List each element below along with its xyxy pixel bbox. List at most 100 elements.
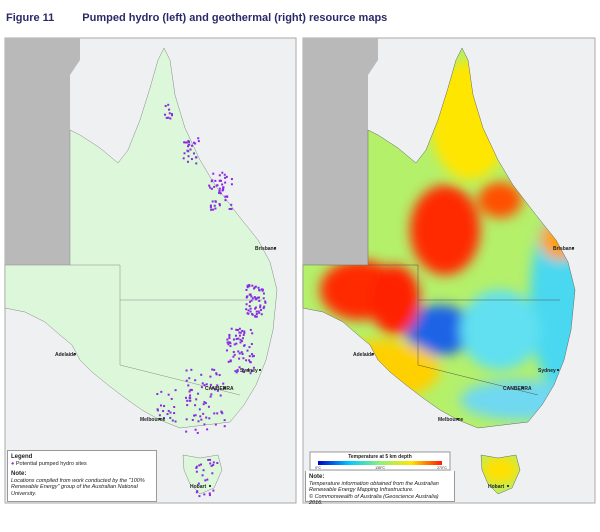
hydro-site [195,466,198,469]
note-line: Temperature information obtained from th… [309,480,439,494]
city-label: Melbourne [140,417,165,423]
city-label: Hobart [190,484,206,490]
hydro-site [187,150,190,153]
hydro-site [197,482,200,485]
hydro-site [195,491,198,494]
note-text: Locations compiled from work conducted b… [11,477,145,497]
hydro-site [221,412,224,415]
hydro-site [194,414,197,417]
hydro-site [222,382,225,385]
city-dot [572,247,574,249]
hydro-site [264,301,267,304]
hydro-site [184,141,187,144]
hydro-site [251,313,254,316]
city-label: Sydney [240,368,258,374]
city-dot [274,247,276,249]
city-label: Sydney [538,368,556,374]
hydro-site [207,458,210,461]
hydro-site [186,404,189,407]
hydro-site [197,137,200,140]
hydro-site [158,414,161,417]
hydro-site [222,387,225,390]
hydro-site [261,289,264,292]
hydro-site [248,359,251,362]
hydro-site [251,353,254,356]
hydro-site [235,371,238,374]
hydro-site [226,341,229,344]
hydro-site [228,333,231,336]
hydro-site [212,172,215,175]
hydro-site [190,388,193,391]
hydro-site [256,296,259,299]
hydro-site [263,305,266,308]
hydro-site [174,389,177,392]
nt-land [303,38,378,265]
hydro-site [251,332,254,335]
hydro-site [211,472,214,475]
hydro-site [241,329,244,332]
hydro-site [235,342,238,345]
hydro-site [249,361,252,364]
hydro-site [203,423,206,426]
hydro-site [255,312,258,315]
hydro-site [211,368,214,371]
hydro-site [238,327,241,330]
hydro-site [243,330,246,333]
hydro-site [227,360,230,363]
hydro-site [227,343,230,346]
hydro-site [245,296,248,299]
hydro-site [212,463,215,466]
hydro-site [260,313,263,316]
hydro-site [185,396,188,399]
hydro-site [170,113,173,116]
hydro-site [253,287,256,290]
city-label: Melbourne [438,417,463,423]
hydro-site [198,408,201,411]
hydro-site [253,296,256,299]
hydro-site [220,410,223,413]
hydro-site [202,412,205,415]
hydro-site [230,178,233,181]
header: Figure 11 Pumped hydro (left) and geother… [6,12,415,24]
hydro-site [261,288,264,291]
hydro-site [194,379,197,382]
colorbar-label: 0°C [315,466,321,470]
hydro-site [200,418,203,421]
hydro-site [230,203,233,206]
figure-number: Figure 11 [6,12,55,24]
hydro-site [249,310,252,313]
hydro-site [238,357,241,360]
hydro-site [215,373,218,376]
hydro-site [233,353,236,356]
hydro-site [185,141,188,144]
hydro-site [168,108,171,111]
hydro-site [226,349,229,352]
colorbar-label: 135°C [375,466,385,470]
hydro-site [211,179,214,182]
hydro-site [225,195,228,198]
hydro-site [240,351,243,354]
hydro-site [193,414,196,417]
hydro-site [246,284,249,287]
hydro-site [249,300,252,303]
hydro-site [156,392,159,395]
city-label: CANBERRA [503,386,532,392]
hydro-site [213,204,216,207]
hydro-site [174,420,177,423]
hydro-site [204,402,207,405]
hydro-site [262,292,265,295]
hydro-site [255,315,258,318]
hydro-site [250,299,253,302]
hydro-site [229,342,232,345]
hydro-site [236,329,239,332]
hydro-site [229,345,232,348]
hydro-site [185,430,188,433]
hydro-site [249,372,252,375]
hydro-site [253,286,256,289]
hydro-site [218,374,221,377]
hydro-site [218,189,221,192]
hydro-site [209,462,212,465]
hydro-site [167,409,170,412]
hydro-site [200,373,203,376]
hydro-site [183,141,186,144]
